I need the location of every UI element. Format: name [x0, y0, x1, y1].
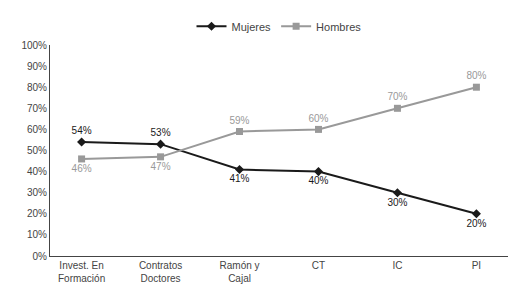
- svg-text:80%: 80%: [466, 70, 486, 81]
- svg-text:41%: 41%: [230, 173, 250, 184]
- svg-text:IC: IC: [392, 260, 402, 271]
- svg-text:40%: 40%: [27, 166, 47, 177]
- svg-text:Mujeres: Mujeres: [232, 21, 272, 33]
- svg-text:50%: 50%: [27, 145, 47, 156]
- svg-text:60%: 60%: [27, 124, 47, 135]
- svg-text:30%: 30%: [387, 197, 407, 208]
- svg-text:80%: 80%: [27, 82, 47, 93]
- svg-text:ContratosDoctores: ContratosDoctores: [139, 260, 182, 284]
- svg-text:60%: 60%: [308, 113, 328, 124]
- svg-text:30%: 30%: [27, 187, 47, 198]
- svg-text:Hombres: Hombres: [316, 21, 361, 33]
- svg-text:40%: 40%: [308, 175, 328, 186]
- svg-text:100%: 100%: [21, 40, 47, 51]
- svg-text:CT: CT: [312, 260, 325, 271]
- svg-text:47%: 47%: [151, 161, 171, 172]
- svg-text:90%: 90%: [27, 61, 47, 72]
- svg-text:46%: 46%: [72, 163, 92, 174]
- svg-text:20%: 20%: [27, 208, 47, 219]
- svg-text:20%: 20%: [466, 218, 486, 229]
- svg-text:59%: 59%: [230, 115, 250, 126]
- svg-text:70%: 70%: [27, 103, 47, 114]
- svg-text:53%: 53%: [151, 127, 171, 138]
- svg-text:70%: 70%: [387, 91, 407, 102]
- svg-text:Invest. EnFormación: Invest. EnFormación: [58, 260, 105, 284]
- svg-text:PI: PI: [472, 260, 481, 271]
- svg-text:0%: 0%: [33, 251, 48, 262]
- svg-text:54%: 54%: [72, 125, 92, 136]
- svg-text:Ramón yCajal: Ramón yCajal: [220, 260, 260, 284]
- svg-text:10%: 10%: [27, 229, 47, 240]
